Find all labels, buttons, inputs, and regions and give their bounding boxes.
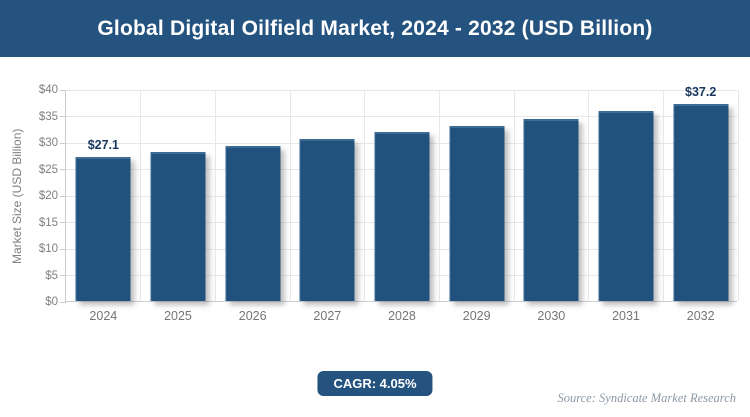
y-tick-label: $10 [38,243,58,255]
y-tick-label: $20 [38,190,58,202]
bar-slot: 2030 [514,90,589,323]
chart-title-bar: Global Digital Oilfield Market, 2024 - 2… [0,0,750,57]
bar-slot: 2028 [365,90,440,323]
y-tick-label: $40 [38,84,58,96]
y-tick-label: $35 [38,110,58,123]
cagr-badge: CAGR: 4.05% [317,371,433,396]
y-tick-label: $30 [38,137,58,149]
bar-slot: $27.1 2024 [66,90,141,323]
x-tick-label-2024: 2024 [89,309,118,323]
bar-slot: $37.2 2032 [663,85,738,323]
x-tick-label-2025: 2025 [164,309,192,323]
bar-slot: 2027 [290,90,365,323]
bar-slot: 2029 [439,90,514,323]
y-tick-mark [60,169,66,170]
bar-2029 [449,125,505,301]
bar-2024 [75,157,131,301]
y-gridline [66,89,737,91]
x-tick-label-2028: 2028 [388,309,416,323]
y-tick-mark [60,142,66,144]
bar-2030 [523,118,579,301]
data-label-2024: $27.1 [87,138,119,153]
x-gridline [289,90,291,301]
y-tick-mark [60,89,66,91]
y-tick-label: $5 [45,269,58,282]
plot-area: $0 $5 $10 $15 $20 $25 $30 $35 $40 $27.1 2024 2025 20… [39,84,739,323]
y-tick-mark [60,222,66,223]
y-gridline [66,116,737,117]
bar-2028 [374,132,430,301]
x-gridline [364,90,366,301]
y-tick-mark [60,248,66,250]
x-gridline [737,90,739,301]
x-gridline [588,90,590,301]
y-tick-label: $25 [38,163,58,176]
x-tick-label-2029: 2029 [462,309,491,323]
bar-2032 [673,103,729,301]
x-tick-label-2030: 2030 [537,309,566,323]
x-gridline [513,90,515,301]
x-tick-label-2027: 2027 [313,309,342,323]
y-tick-label: $0 [45,296,58,308]
y-tick-mark [60,275,66,276]
bar-chart: Market Size (USD Billion) $0 $5 $10 $15 $20 $… [0,57,750,357]
x-tick-label-2032: 2032 [686,309,715,323]
bar-slot: 2031 [589,90,664,323]
source-text: Source: Syndicate Market Research [557,391,736,405]
x-tick-label-2031: 2031 [612,309,640,323]
bar-2027 [299,139,355,301]
data-label-2032: $37.2 [685,84,717,99]
y-tick-label: $15 [38,216,58,229]
x-gridline [214,90,216,301]
y-tick-mark [60,116,66,117]
x-gridline [140,90,142,301]
x-gridline [662,90,664,301]
bar-2025 [150,151,206,301]
y-tick-mark [60,301,66,303]
x-tick-label-2026: 2026 [238,309,267,323]
bar-slot: 2026 [215,90,290,323]
x-gridline [438,90,440,301]
y-tick-mark [60,195,66,197]
chart-title: Global Digital Oilfield Market, 2024 - 2… [97,16,653,40]
bar-slot: 2025 [141,90,216,323]
bar-2026 [225,145,281,301]
bar-2031 [598,111,654,301]
